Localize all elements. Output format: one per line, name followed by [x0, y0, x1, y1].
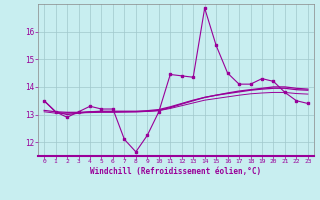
- X-axis label: Windchill (Refroidissement éolien,°C): Windchill (Refroidissement éolien,°C): [91, 167, 261, 176]
